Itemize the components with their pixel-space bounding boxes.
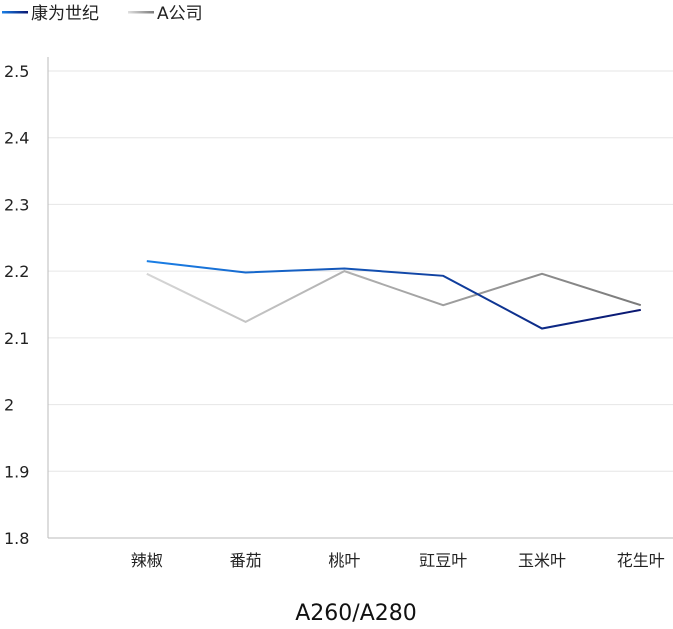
series-line-1: [146, 270, 642, 323]
legend-item-1[interactable]: A公司: [128, 4, 203, 24]
y-tick-label: 2.4: [4, 129, 29, 148]
y-tick-label: 2.2: [4, 262, 29, 281]
y-tick-label: 1.8: [4, 529, 29, 548]
x-tick-label: 玉米叶: [518, 551, 566, 570]
x-tick-label: 豇豆叶: [419, 551, 467, 570]
y-tick-label: 2: [4, 396, 14, 415]
legend-label-0: 康为世纪: [31, 4, 99, 24]
y-tick-label: 2.5: [4, 62, 29, 81]
series-line-0: [146, 260, 641, 330]
x-tick-label: 番茄: [230, 551, 262, 570]
y-tick-label: 2.1: [4, 329, 29, 348]
legend: 康为世纪 A公司: [2, 4, 203, 24]
x-tick-label: 桃叶: [328, 551, 360, 570]
x-tick-label: 辣椒: [131, 551, 163, 570]
legend-swatch-0: [2, 11, 28, 14]
legend-item-0[interactable]: 康为世纪: [2, 4, 99, 24]
legend-swatch-1: [128, 11, 154, 14]
legend-label-1: A公司: [157, 4, 203, 24]
x-axis-title: A260/A280: [295, 601, 417, 626]
y-tick-label: 2.3: [4, 195, 29, 214]
x-tick-label: 花生叶: [617, 551, 665, 570]
y-tick-label: 1.9: [4, 462, 29, 481]
